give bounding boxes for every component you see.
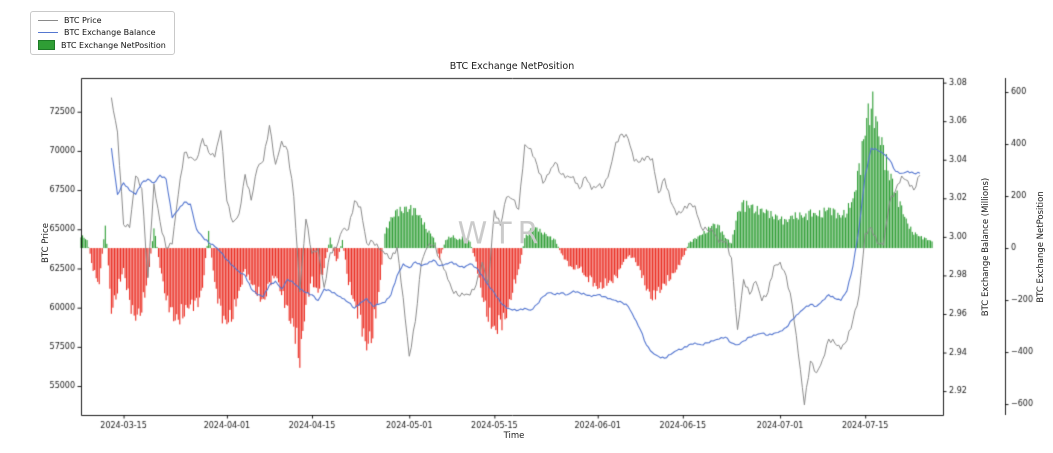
- x-axis-label: Time: [503, 431, 525, 441]
- legend-item: BTC Exchange NetPosition: [38, 40, 166, 50]
- legend-line-swatch: [38, 20, 58, 21]
- legend-item: BTC Price: [38, 16, 166, 25]
- y-axis-label-price: BTC Price: [41, 223, 51, 263]
- legend-item-label: BTC Exchange Balance: [64, 28, 156, 37]
- legend: BTC Price BTC Exchange Balance BTC Exchang…: [30, 11, 175, 55]
- legend-item-label: BTC Exchange NetPosition: [61, 40, 166, 50]
- legend-item-label: BTC Price: [64, 16, 102, 25]
- legend-line-swatch: [38, 32, 58, 33]
- chart-title: BTC Exchange NetPosition: [449, 61, 575, 72]
- y-axis-label-netposition: BTC Exchange NetPosition: [1036, 191, 1046, 303]
- y-axis-label-balance: BTC Exchange Balance (Millions): [981, 177, 991, 317]
- watermark: WTR: [457, 216, 545, 252]
- legend-patch-swatch: [38, 40, 55, 50]
- legend-item: BTC Exchange Balance: [38, 28, 166, 37]
